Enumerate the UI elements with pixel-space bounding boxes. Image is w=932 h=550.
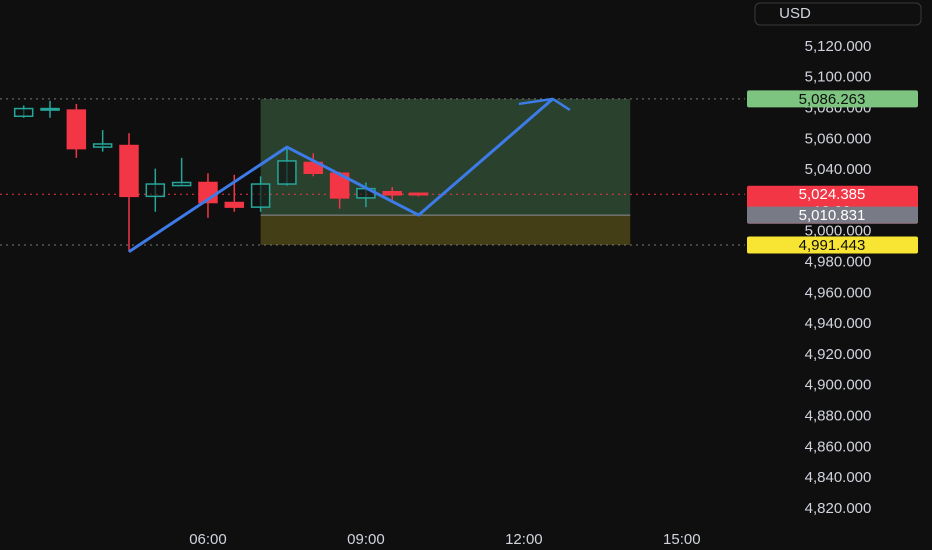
candle-body [224,201,245,208]
y-tick-label: 4,820.000 [805,500,872,517]
x-tick-label: 15:00 [663,531,701,548]
x-tick-label: 12:00 [505,531,543,548]
y-tick-label: 4,980.000 [805,254,872,271]
price-label: 5,024.385 [799,186,866,203]
loss-zone [260,215,631,245]
price-label: 5,010.831 [799,207,866,224]
price-label-box [747,236,918,254]
y-tick-label: 5,100.000 [805,69,872,86]
candle-body [145,183,166,198]
y-tick-label: 4,940.000 [805,315,872,332]
candle-body [408,192,429,196]
y-tick-label: 4,920.000 [805,346,872,363]
y-tick-label: 4,880.000 [805,408,872,425]
candle-body [119,144,139,198]
y-tick-label: 4,860.000 [805,438,872,455]
candle-body [13,107,34,118]
candle-body [66,109,87,150]
profit-zone [260,98,631,216]
currency-label[interactable]: USD [779,5,811,22]
price-label: 5,086.263 [799,91,866,108]
arrow-head [518,97,571,111]
y-tick-label: 5,000.000 [805,223,872,240]
candle-body [250,183,271,208]
candle-body [40,107,60,111]
y-tick-label: 4,960.000 [805,284,872,301]
candle-body [303,161,324,175]
y-tick-label: 4,900.000 [805,377,872,394]
candle-body [171,181,192,187]
y-tick-label: 5,040.000 [805,161,872,178]
candle-body [92,143,113,148]
price-label-box [747,90,918,108]
candle-body [382,190,402,196]
x-tick-label: 06:00 [189,531,227,548]
y-tick-label: 5,060.000 [805,130,872,147]
currency-button[interactable] [754,2,922,26]
price-label: 4,991.443 [799,237,866,254]
price-label-box [747,207,918,224]
y-tick-label: 4,840.000 [805,469,872,486]
candle-body [277,160,297,185]
y-tick-label: 5,120.000 [805,38,872,55]
x-tick-label: 09:00 [347,531,385,548]
trend-drawing [128,97,554,254]
